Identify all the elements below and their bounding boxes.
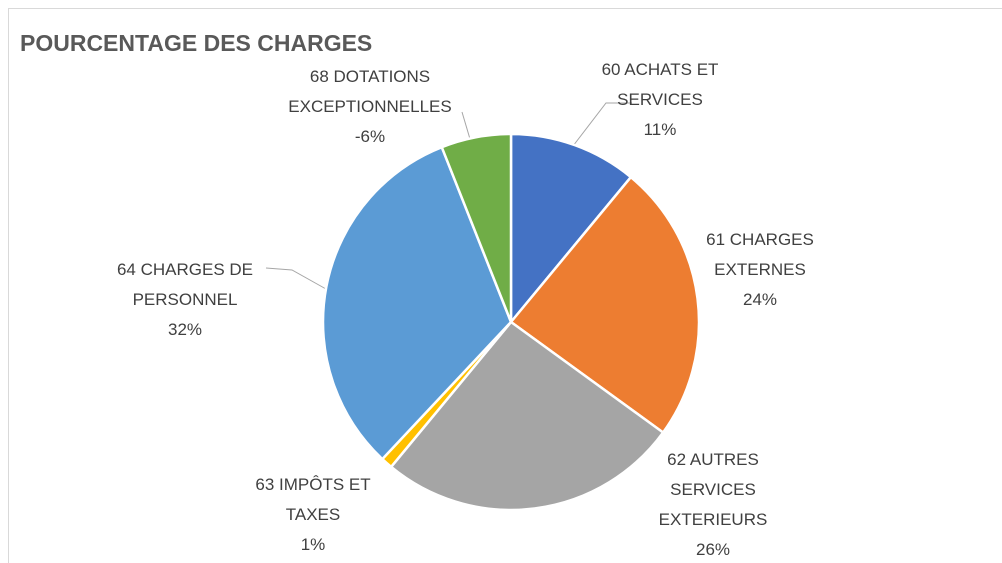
data-label: 60 ACHATS ET SERVICES 11% xyxy=(585,55,735,145)
value-label: -6% xyxy=(354,127,386,146)
data-label: 63 IMPÔTS ET TAXES 1% xyxy=(248,470,378,560)
pie-slice xyxy=(440,132,513,323)
category-label: 64 CHARGES DE PERSONNEL xyxy=(116,260,254,309)
pie-slice xyxy=(389,320,665,512)
category-label: 68 DOTATIONS EXCEPTIONNELLES xyxy=(288,67,452,116)
leader-line xyxy=(572,102,632,147)
category-label: 62 AUTRES SERVICES EXTERIEURS xyxy=(658,450,768,529)
value-label: 11% xyxy=(643,120,677,139)
leader-line xyxy=(461,111,471,140)
category-label: 60 ACHATS ET SERVICES xyxy=(601,60,719,109)
chart-frame xyxy=(8,8,1002,563)
value-label: 1% xyxy=(300,535,326,554)
data-label: 64 CHARGES DE PERSONNEL 32% xyxy=(100,255,270,345)
data-label: 62 AUTRES SERVICES EXTERIEURS 26% xyxy=(658,445,768,563)
leader-line xyxy=(265,267,327,290)
category-label: 61 CHARGES EXTERNES xyxy=(706,230,814,279)
value-label: 24% xyxy=(742,290,778,309)
value-label: 32% xyxy=(167,320,203,339)
data-label: 61 CHARGES EXTERNES 24% xyxy=(690,225,830,315)
category-label: 63 IMPÔTS ET TAXES xyxy=(255,475,371,524)
pie-slice xyxy=(509,175,701,435)
chart-title: POURCENTAGE DES CHARGES xyxy=(20,30,373,56)
pie-slice xyxy=(509,132,633,326)
pie-slice xyxy=(321,145,513,461)
data-label: 68 DOTATIONS EXCEPTIONNELLES -6% xyxy=(275,62,465,152)
value-label: 26% xyxy=(695,540,731,559)
